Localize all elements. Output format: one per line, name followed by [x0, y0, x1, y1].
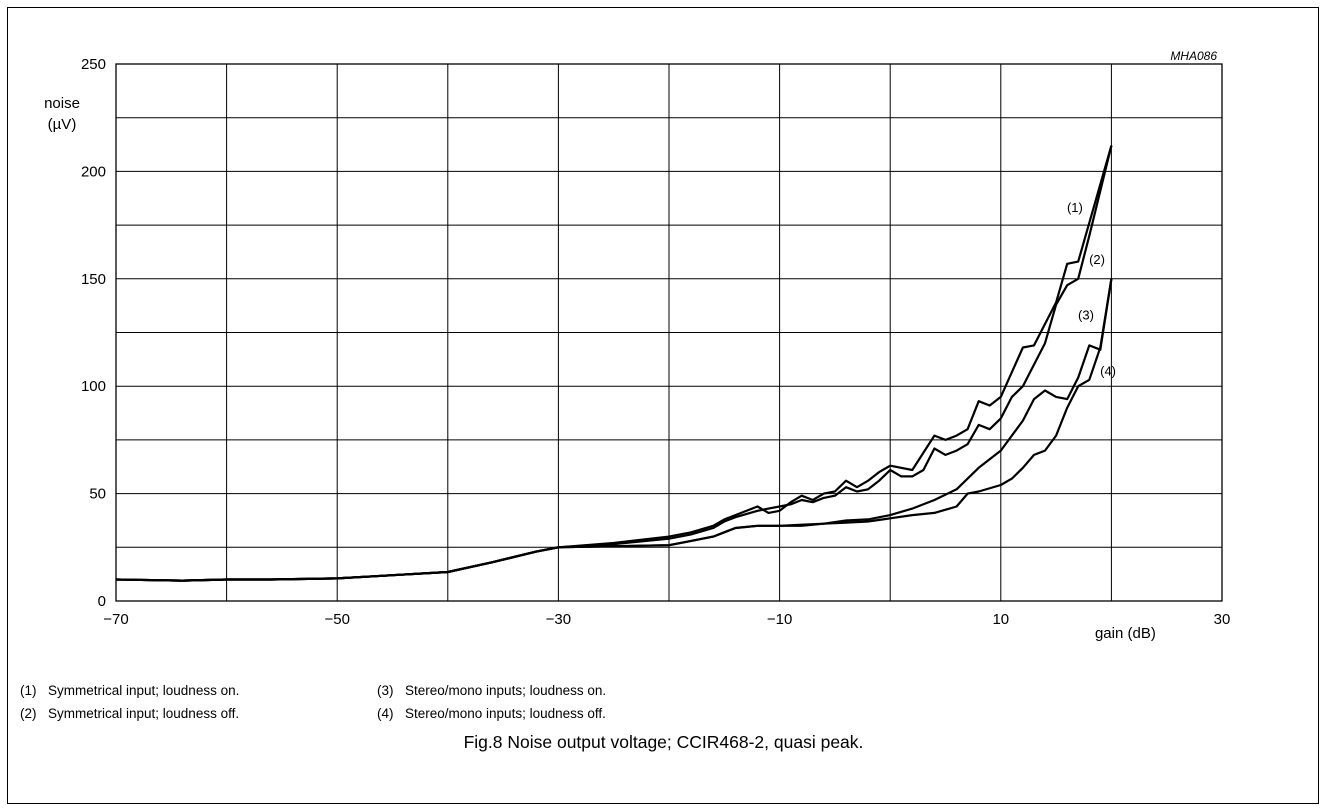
legend-item-2: (2) Symmetrical input; loudness off. — [20, 706, 239, 721]
y-axis-label: noise — [44, 95, 80, 112]
figure-caption: Fig.8 Noise output voltage; CCIR468-2, q… — [463, 732, 864, 752]
series-line-4 — [115, 278, 1113, 582]
legend-item-1: (1) Symmetrical input; loudness on. — [20, 683, 239, 698]
legend-item-1-id: (1) — [20, 683, 37, 698]
y-tick-label: 50 — [89, 486, 106, 503]
series-label-1: (1) — [1067, 200, 1083, 215]
y-axis-unit: (µV) — [48, 116, 77, 133]
plot-border — [115, 63, 1223, 602]
series-line-2 — [115, 145, 1113, 582]
series-label-4: (4) — [1100, 363, 1116, 378]
legend-item-3-text: Stereo/mono inputs; loudness on. — [405, 683, 607, 698]
x-tick-label: −50 — [324, 611, 349, 628]
series-layer: (1) (2) (3) (4) — [115, 145, 1116, 582]
series-label-3: (3) — [1078, 308, 1094, 323]
x-axis-label: gain (dB) — [1095, 625, 1156, 642]
legend-item-4: (4) Stereo/mono inputs; loudness off. — [377, 706, 606, 721]
legend-column-2: (3) Stereo/mono inputs; loudness on. (4) S… — [377, 683, 606, 721]
y-tick-label: 0 — [98, 593, 106, 610]
legend-item-1-text: Symmetrical input; loudness on. — [48, 683, 240, 698]
y-tick-label: 150 — [81, 271, 106, 288]
legend-item-4-text: Stereo/mono inputs; loudness off. — [405, 706, 606, 721]
legend-item-2-id: (2) — [20, 706, 37, 721]
x-tick-label: −10 — [767, 611, 792, 628]
legend-column-1: (1) Symmetrical input; loudness on. (2) Sy… — [20, 683, 239, 721]
grid-lines — [116, 64, 1222, 601]
legend-item-2-text: Symmetrical input; loudness off. — [48, 706, 240, 721]
x-tick-label: −70 — [103, 611, 128, 628]
x-tick-label: 10 — [992, 611, 1009, 628]
y-tick-label: 100 — [81, 378, 106, 395]
x-tick-label: −30 — [546, 611, 571, 628]
legend-item-3-id: (3) — [377, 683, 394, 698]
y-tick-label: 200 — [81, 163, 106, 180]
y-tick-label: 250 — [81, 56, 106, 73]
figure-frame — [7, 7, 1319, 804]
series-line-3 — [115, 278, 1113, 582]
legend-item-3: (3) Stereo/mono inputs; loudness on. — [377, 683, 606, 698]
legend-item-4-id: (4) — [377, 706, 394, 721]
series-line-1 — [115, 145, 1113, 582]
x-tick-label: 30 — [1214, 611, 1231, 628]
series-label-2: (2) — [1089, 252, 1105, 267]
tick-labels: −70 −50 −30 −10 10 30 0 50 100 150 200 250 — [81, 56, 1230, 628]
figure-code: MHA086 — [1170, 49, 1217, 63]
